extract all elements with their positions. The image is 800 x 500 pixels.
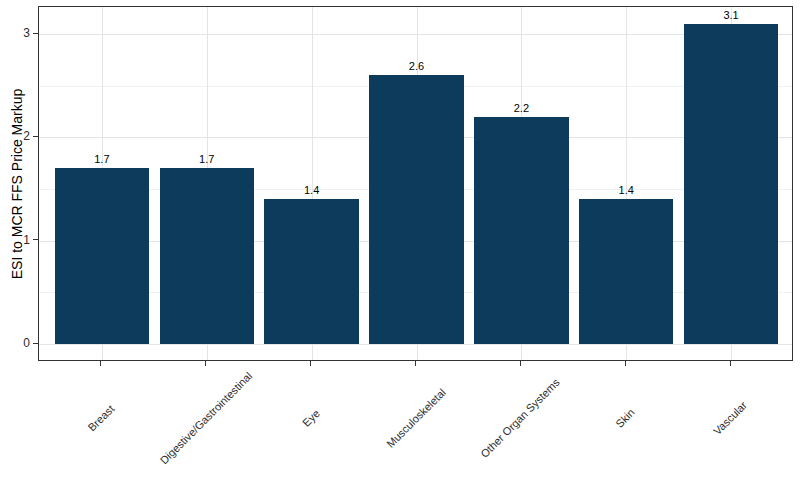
bar-Vascular	[684, 24, 778, 344]
chart-figure: ESI to MCR FFS Price Markup 1.7 1.7 1.4 2.6…	[0, 0, 800, 500]
x-tick-label-0: Breast	[85, 403, 116, 434]
x-tick-mark-2	[310, 361, 311, 366]
bar-Breast	[55, 168, 149, 344]
bar-value-label: 3.1	[701, 9, 761, 22]
bar-Musculoskeletal	[369, 75, 463, 344]
plot-panel: 1.7 1.7 1.4 2.6 2.2 1.4 3.1	[38, 6, 793, 361]
bar-Eye	[264, 199, 358, 344]
bar-value-label: 2.2	[491, 102, 551, 115]
x-tick-mark-6	[730, 361, 731, 366]
bar-value-label: 1.7	[72, 153, 132, 166]
y-tick-mark-1	[33, 239, 38, 240]
y-tick-mark-0	[33, 343, 38, 344]
y-tick-label-0: 0	[0, 335, 30, 351]
x-tick-mark-0	[100, 361, 101, 366]
x-tick-label-1: Digestive/Gastrointestinal	[157, 370, 254, 467]
y-axis-title: ESI to MCR FFS Price Markup	[9, 89, 25, 280]
x-tick-mark-4	[520, 361, 521, 366]
x-tick-label-6: Vascular	[711, 399, 749, 437]
y-tick-mark-2	[33, 136, 38, 137]
bar-Skin	[579, 199, 673, 344]
x-tick-label-2: Eye	[300, 407, 322, 429]
x-tick-mark-1	[205, 361, 206, 366]
x-tick-label-4: Other Organ Systems	[479, 376, 563, 460]
y-tick-label-1: 1	[0, 232, 30, 248]
gridline-major-y0	[39, 344, 792, 345]
y-tick-label-3: 3	[0, 25, 30, 41]
x-tick-label-5: Skin	[613, 406, 637, 430]
bar-value-label: 1.4	[282, 184, 342, 197]
bar-value-label: 1.7	[177, 153, 237, 166]
bar-Other Organ Systems	[474, 117, 568, 344]
bar-Digestive/Gastrointestinal	[160, 168, 254, 344]
x-tick-mark-3	[415, 361, 416, 366]
x-tick-label-3: Musculoskeletal	[384, 386, 448, 450]
y-tick-mark-3	[33, 33, 38, 34]
x-tick-mark-5	[625, 361, 626, 366]
y-tick-label-2: 2	[0, 128, 30, 144]
bar-value-label: 1.4	[596, 184, 656, 197]
gridline-major-y3	[39, 34, 792, 35]
bar-value-label: 2.6	[387, 60, 447, 73]
